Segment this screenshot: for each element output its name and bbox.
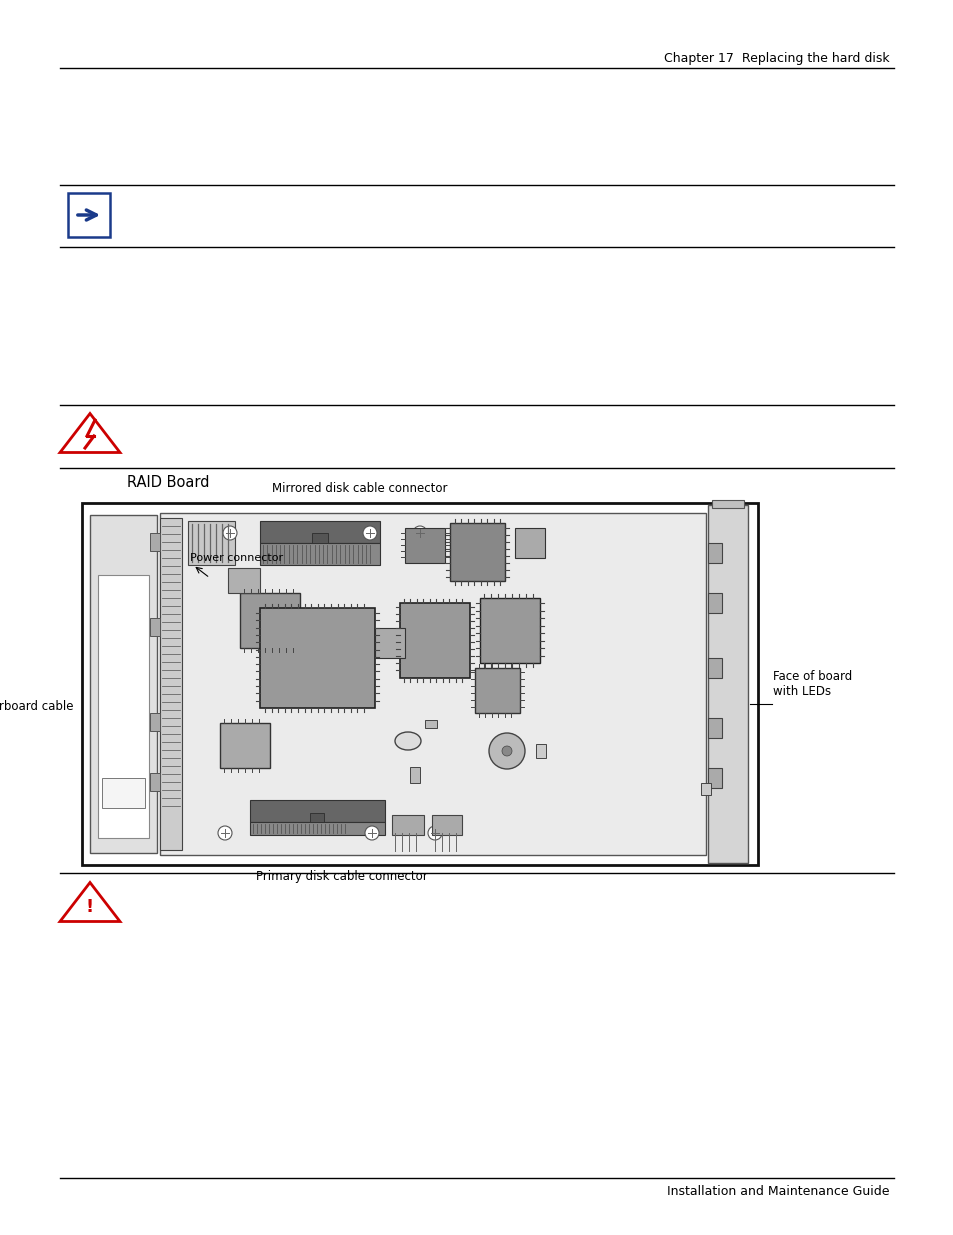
Bar xyxy=(82,503,758,864)
Bar xyxy=(707,658,721,678)
Circle shape xyxy=(489,734,524,769)
Bar xyxy=(475,668,519,713)
Bar xyxy=(375,629,405,658)
Bar xyxy=(260,543,379,564)
Bar xyxy=(700,783,710,795)
Bar xyxy=(150,534,160,551)
Bar xyxy=(707,718,721,739)
Text: RAID Board: RAID Board xyxy=(127,475,210,490)
Bar xyxy=(150,773,160,790)
Bar xyxy=(515,529,544,558)
Bar xyxy=(250,800,385,823)
Bar xyxy=(450,522,504,580)
Bar xyxy=(711,500,743,508)
Bar xyxy=(707,543,721,563)
Bar xyxy=(102,778,145,808)
Text: Mirrored disk cable connector: Mirrored disk cable connector xyxy=(272,482,447,495)
Text: Power connector: Power connector xyxy=(190,553,283,563)
Bar xyxy=(536,743,545,758)
Circle shape xyxy=(428,826,441,840)
Bar xyxy=(220,722,270,768)
Text: Host (Motherboard cable
connector): Host (Motherboard cable connector) xyxy=(0,700,74,727)
Bar xyxy=(160,513,705,855)
Text: !: ! xyxy=(86,898,94,916)
Bar xyxy=(310,813,324,823)
Bar xyxy=(160,517,182,850)
Bar xyxy=(410,767,419,783)
Circle shape xyxy=(501,746,512,756)
Bar xyxy=(707,505,747,863)
Bar xyxy=(240,593,299,648)
Bar xyxy=(98,576,149,839)
Bar xyxy=(707,768,721,788)
Bar xyxy=(228,568,260,593)
Bar xyxy=(405,529,444,563)
Bar xyxy=(188,521,234,564)
Circle shape xyxy=(223,526,236,540)
Polygon shape xyxy=(60,883,120,921)
Circle shape xyxy=(365,826,378,840)
Bar xyxy=(260,608,375,708)
Bar xyxy=(150,713,160,731)
Bar xyxy=(479,598,539,663)
Bar xyxy=(150,618,160,636)
Bar xyxy=(68,193,110,237)
Circle shape xyxy=(218,826,232,840)
Bar xyxy=(392,815,423,835)
Text: Primary disk cable connector: Primary disk cable connector xyxy=(255,869,428,883)
Bar xyxy=(707,593,721,613)
Circle shape xyxy=(363,526,376,540)
Bar xyxy=(399,603,470,678)
Bar xyxy=(250,823,385,835)
Bar xyxy=(424,720,436,727)
Text: Face of board
with LEDs: Face of board with LEDs xyxy=(772,671,851,698)
Bar xyxy=(312,534,328,543)
Ellipse shape xyxy=(395,732,420,750)
Text: Chapter 17  Replacing the hard disk: Chapter 17 Replacing the hard disk xyxy=(663,52,889,65)
Text: Installation and Maintenance Guide: Installation and Maintenance Guide xyxy=(667,1186,889,1198)
Bar xyxy=(90,515,157,853)
Bar xyxy=(260,521,379,543)
Bar xyxy=(432,815,461,835)
Circle shape xyxy=(413,526,427,540)
Polygon shape xyxy=(60,414,120,452)
